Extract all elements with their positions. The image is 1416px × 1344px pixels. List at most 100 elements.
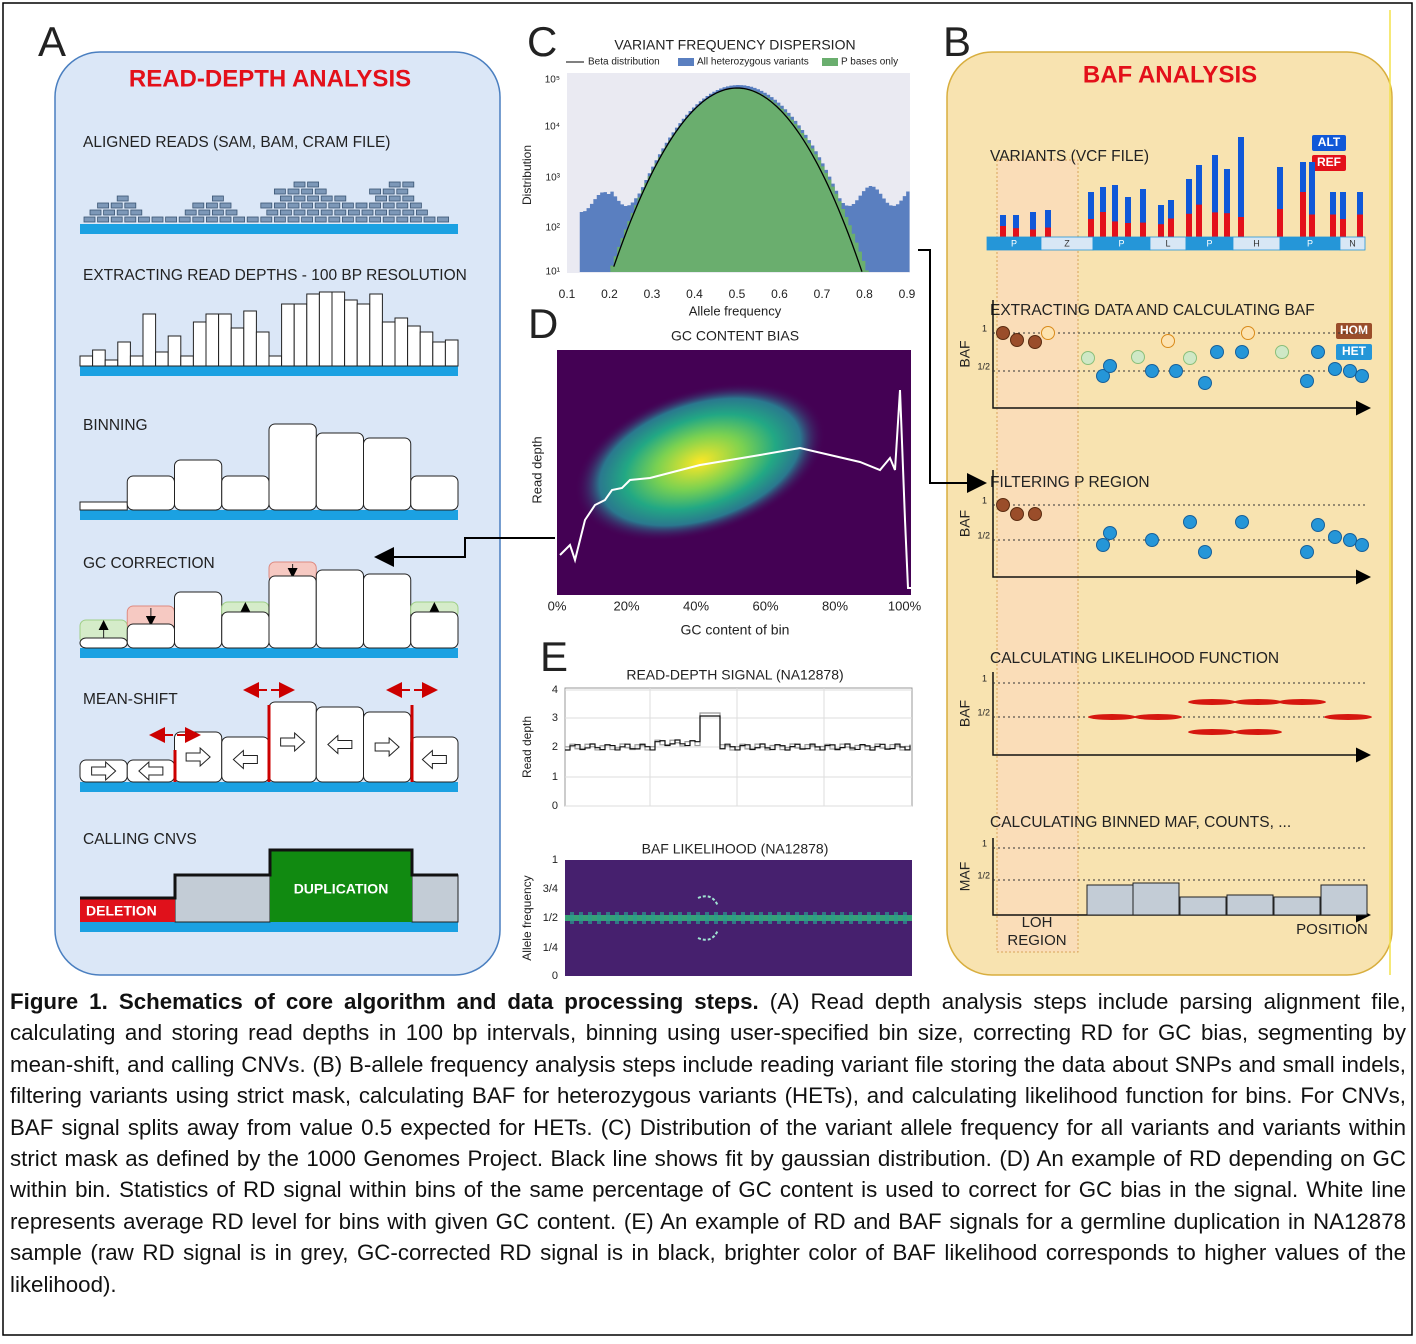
read bbox=[307, 209, 320, 216]
maf-bin bbox=[1273, 896, 1321, 916]
baf-band bbox=[777, 912, 781, 924]
hom-dot bbox=[1241, 326, 1255, 340]
depth-bar bbox=[79, 355, 94, 367]
alt-bar bbox=[1140, 189, 1146, 237]
read bbox=[110, 202, 123, 209]
bin bbox=[315, 432, 364, 511]
caption-label: Figure 1. Schematics of core algorithm a… bbox=[10, 989, 759, 1014]
loh-region bbox=[996, 159, 1079, 953]
depth-bar bbox=[180, 355, 194, 367]
het-dot bbox=[1311, 518, 1325, 532]
x-tick-label: 0.4 bbox=[686, 287, 703, 301]
x-tick-label: 60% bbox=[752, 598, 778, 613]
depth-bar bbox=[394, 317, 409, 367]
baf-band bbox=[831, 912, 835, 924]
read bbox=[369, 202, 382, 209]
het-dot bbox=[1103, 359, 1117, 373]
het-dot bbox=[1235, 515, 1249, 529]
baf-band bbox=[759, 912, 763, 924]
legend-label: ALT bbox=[1318, 135, 1341, 149]
legend-box bbox=[1312, 135, 1346, 151]
arrow bbox=[374, 537, 555, 567]
baf-band bbox=[606, 912, 610, 924]
region-label: P bbox=[1118, 238, 1124, 248]
step-title: EXTRACTING DATA AND CALCULATING BAF bbox=[990, 302, 1315, 319]
baf-band bbox=[786, 912, 790, 924]
depth-bar bbox=[381, 321, 396, 367]
read bbox=[233, 216, 246, 223]
bin bbox=[126, 623, 175, 649]
x-tick-label: 0.1 bbox=[559, 287, 576, 301]
ref-bar bbox=[1300, 192, 1306, 237]
axis-tick: 1 bbox=[982, 673, 987, 683]
axis-label: Allele frequency bbox=[520, 875, 534, 960]
baf-band bbox=[687, 912, 691, 924]
chart-title: GC CONTENT BIAS bbox=[671, 328, 799, 344]
depth-bar bbox=[205, 313, 220, 367]
bin bbox=[79, 501, 128, 511]
read bbox=[219, 202, 232, 209]
y-tick-label: 3 bbox=[552, 712, 558, 724]
x-tick-label: 0.5 bbox=[729, 287, 746, 301]
shift-arrow bbox=[421, 749, 447, 770]
cnv-outline bbox=[80, 848, 458, 900]
hom-dot bbox=[1161, 334, 1175, 348]
arrow bbox=[918, 249, 987, 493]
baf-band bbox=[885, 912, 889, 924]
ref-bar bbox=[1030, 229, 1036, 237]
ref-bar bbox=[1224, 213, 1230, 237]
het-dot bbox=[1355, 369, 1369, 383]
axis-label: POSITION bbox=[1296, 921, 1368, 938]
baf-band bbox=[804, 912, 808, 924]
density bbox=[574, 382, 826, 542]
depth-bar bbox=[192, 321, 207, 367]
legend-swatch bbox=[678, 58, 694, 66]
depth-bar bbox=[268, 355, 283, 367]
alt-bar bbox=[1158, 205, 1164, 237]
ref-bar bbox=[1125, 223, 1131, 237]
x-tick-label: 20% bbox=[613, 598, 639, 613]
read bbox=[341, 202, 354, 209]
region-label: H bbox=[1253, 238, 1260, 248]
hom-dot bbox=[996, 498, 1010, 512]
read bbox=[402, 209, 415, 216]
read bbox=[273, 202, 286, 209]
cnv-deletion bbox=[80, 898, 175, 922]
axis bbox=[992, 300, 1371, 416]
cnv-duplication bbox=[270, 850, 412, 922]
read bbox=[110, 216, 123, 223]
step-title: FILTERING P REGION bbox=[990, 474, 1150, 491]
hom-dot bbox=[1041, 326, 1055, 340]
baf-band bbox=[651, 912, 655, 924]
read bbox=[130, 209, 143, 216]
legend-label: HET bbox=[1342, 344, 1367, 358]
baf-band bbox=[705, 912, 709, 924]
baf-band bbox=[795, 912, 799, 924]
depth-bar bbox=[419, 331, 434, 367]
het-dot bbox=[1311, 345, 1325, 359]
legend-label: HOM bbox=[1340, 323, 1368, 337]
likelihood bbox=[1134, 714, 1182, 720]
read bbox=[396, 202, 409, 209]
read bbox=[355, 202, 368, 209]
shift-arrow bbox=[232, 749, 258, 770]
bin bbox=[221, 475, 270, 511]
baf-band bbox=[723, 912, 727, 924]
read bbox=[307, 195, 320, 202]
depth-bar bbox=[432, 341, 446, 367]
step-title: EXTRACTING READ DEPTHS - 100 BP RESOLUTI… bbox=[83, 267, 467, 284]
maf-bin bbox=[1086, 884, 1134, 916]
step-title: CALCULATING LIKELIHOOD FUNCTION bbox=[990, 650, 1279, 667]
read bbox=[293, 209, 306, 216]
read bbox=[388, 181, 401, 188]
legend-label: All heterozygous variants bbox=[697, 57, 809, 68]
read bbox=[301, 188, 314, 195]
het-dot bbox=[1131, 350, 1145, 364]
het-dot bbox=[1096, 369, 1110, 383]
ref-bar bbox=[1158, 224, 1164, 237]
read bbox=[260, 216, 273, 223]
read bbox=[369, 216, 382, 223]
hist-p bbox=[579, 88, 910, 273]
